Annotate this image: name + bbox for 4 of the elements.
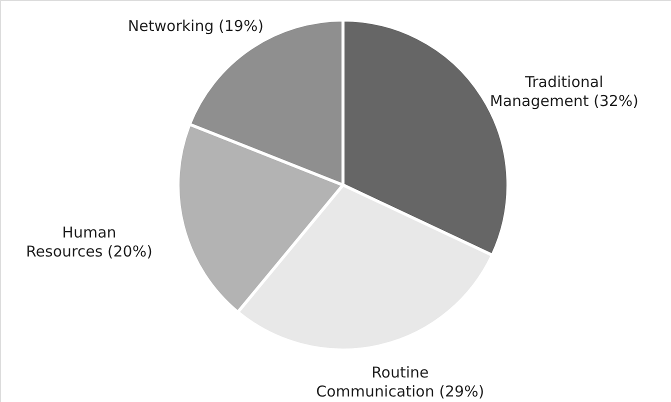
slice-label: Human Resources (20%) bbox=[26, 224, 152, 261]
slice-label: Traditional Management (32%) bbox=[490, 73, 639, 110]
slice-label: Networking (19%) bbox=[128, 17, 264, 36]
slice-label: Routine Communication (29%) bbox=[316, 363, 484, 400]
